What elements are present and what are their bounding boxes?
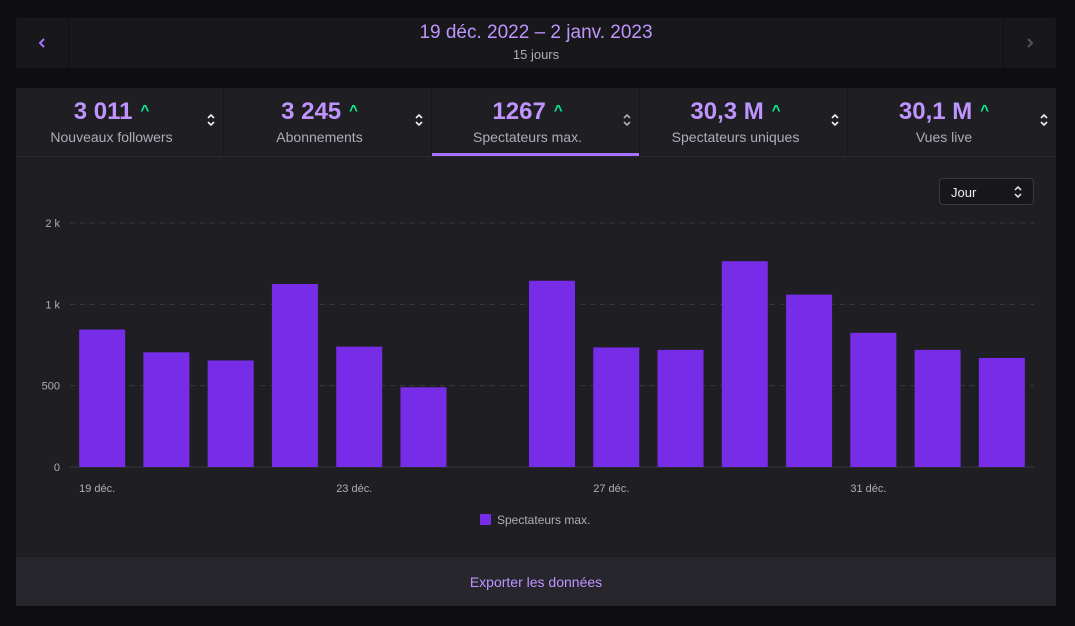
bar	[914, 349, 961, 467]
tab-subscriptions[interactable]: 3 245 ^ Abonnements	[224, 88, 432, 156]
metric-label: Nouveaux followers	[50, 129, 173, 145]
granularity-select[interactable]: Jour	[939, 178, 1034, 205]
metric-value: 30,3 M	[690, 98, 764, 125]
trend-up-icon: ^	[140, 102, 150, 119]
x-tick-label: 19 déc.	[79, 483, 115, 495]
sort-icon	[623, 113, 631, 127]
metric-value: 1267	[492, 98, 546, 125]
y-tick-label: 2 k	[45, 218, 60, 230]
max-viewers-bar-chart: 0 500 1 k 2 k 19 déc. 23 déc. 27 déc. 31 déc. Sp…	[42, 218, 1034, 527]
bar	[271, 284, 318, 467]
x-tick-label: 23 déc.	[336, 483, 372, 495]
trend-up-icon: ^	[771, 102, 781, 119]
tab-unique-viewers[interactable]: 30,3 M ^ Spectateurs uniques	[640, 88, 848, 156]
bar	[657, 349, 704, 467]
date-range-days: 15 jours	[512, 47, 560, 62]
metric-tabs: 3 011 ^ Nouveaux followers 3 245 ^ Abonnem…	[16, 88, 1056, 157]
metric-value: 3 245	[281, 98, 342, 125]
bar	[721, 261, 768, 467]
y-tick-label: 0	[54, 462, 60, 474]
trend-up-icon: ^	[349, 102, 358, 119]
granularity-selected: Jour	[951, 185, 977, 200]
bar	[786, 294, 833, 467]
bar	[850, 332, 897, 467]
date-range-label[interactable]: 19 déc. 2022 – 2 janv. 2023	[419, 22, 653, 43]
sort-icon	[1014, 185, 1022, 199]
legend-label: Spectateurs max.	[497, 513, 590, 527]
chevron-right-icon	[1027, 38, 1034, 48]
metric-value: 3 011	[73, 98, 133, 125]
y-tick-label: 500	[42, 381, 60, 393]
bar	[143, 352, 190, 467]
x-tick-label: 31 déc.	[850, 483, 886, 495]
next-period-button[interactable]	[1003, 18, 1056, 68]
legend-swatch	[480, 514, 491, 525]
sort-icon	[207, 113, 215, 127]
bar	[400, 387, 447, 467]
x-tick-label: 27 déc.	[593, 483, 629, 495]
bar	[207, 360, 254, 467]
bar	[79, 329, 126, 467]
bar	[529, 280, 575, 467]
bar	[336, 346, 383, 467]
sort-icon	[1040, 113, 1048, 127]
trend-up-icon: ^	[980, 102, 990, 119]
y-tick-label: 1 k	[45, 299, 60, 311]
bar	[978, 358, 1025, 467]
export-data-button[interactable]: Exporter les données	[469, 574, 603, 590]
stats-panel: 3 011 ^ Nouveaux followers 3 245 ^ Abonnem…	[16, 88, 1056, 606]
chevron-left-icon	[38, 38, 45, 48]
tab-max-viewers[interactable]: 1267 ^ Spectateurs max.	[432, 88, 640, 156]
footer-bar: Exporter les données	[16, 557, 1056, 606]
metric-label: Abonnements	[276, 129, 363, 145]
tab-live-views[interactable]: 30,1 M ^ Vues live	[848, 88, 1056, 156]
previous-period-button[interactable]	[16, 18, 69, 68]
metric-label: Spectateurs uniques	[671, 129, 800, 145]
metric-label: Vues live	[915, 129, 973, 145]
sort-icon	[415, 113, 423, 127]
metric-value: 30,1 M	[898, 98, 973, 125]
chart-area: 0 500 1 k 2 k 19 déc. 23 déc. 27 déc. 31 déc. Sp…	[16, 157, 1056, 557]
date-range-bar: 19 déc. 2022 – 2 janv. 2023 15 jours	[16, 18, 1056, 68]
metric-label: Spectateurs max.	[473, 129, 582, 145]
bar	[593, 347, 640, 467]
tab-new-followers[interactable]: 3 011 ^ Nouveaux followers	[16, 88, 224, 156]
sort-icon	[831, 113, 839, 127]
trend-up-icon: ^	[553, 102, 563, 119]
